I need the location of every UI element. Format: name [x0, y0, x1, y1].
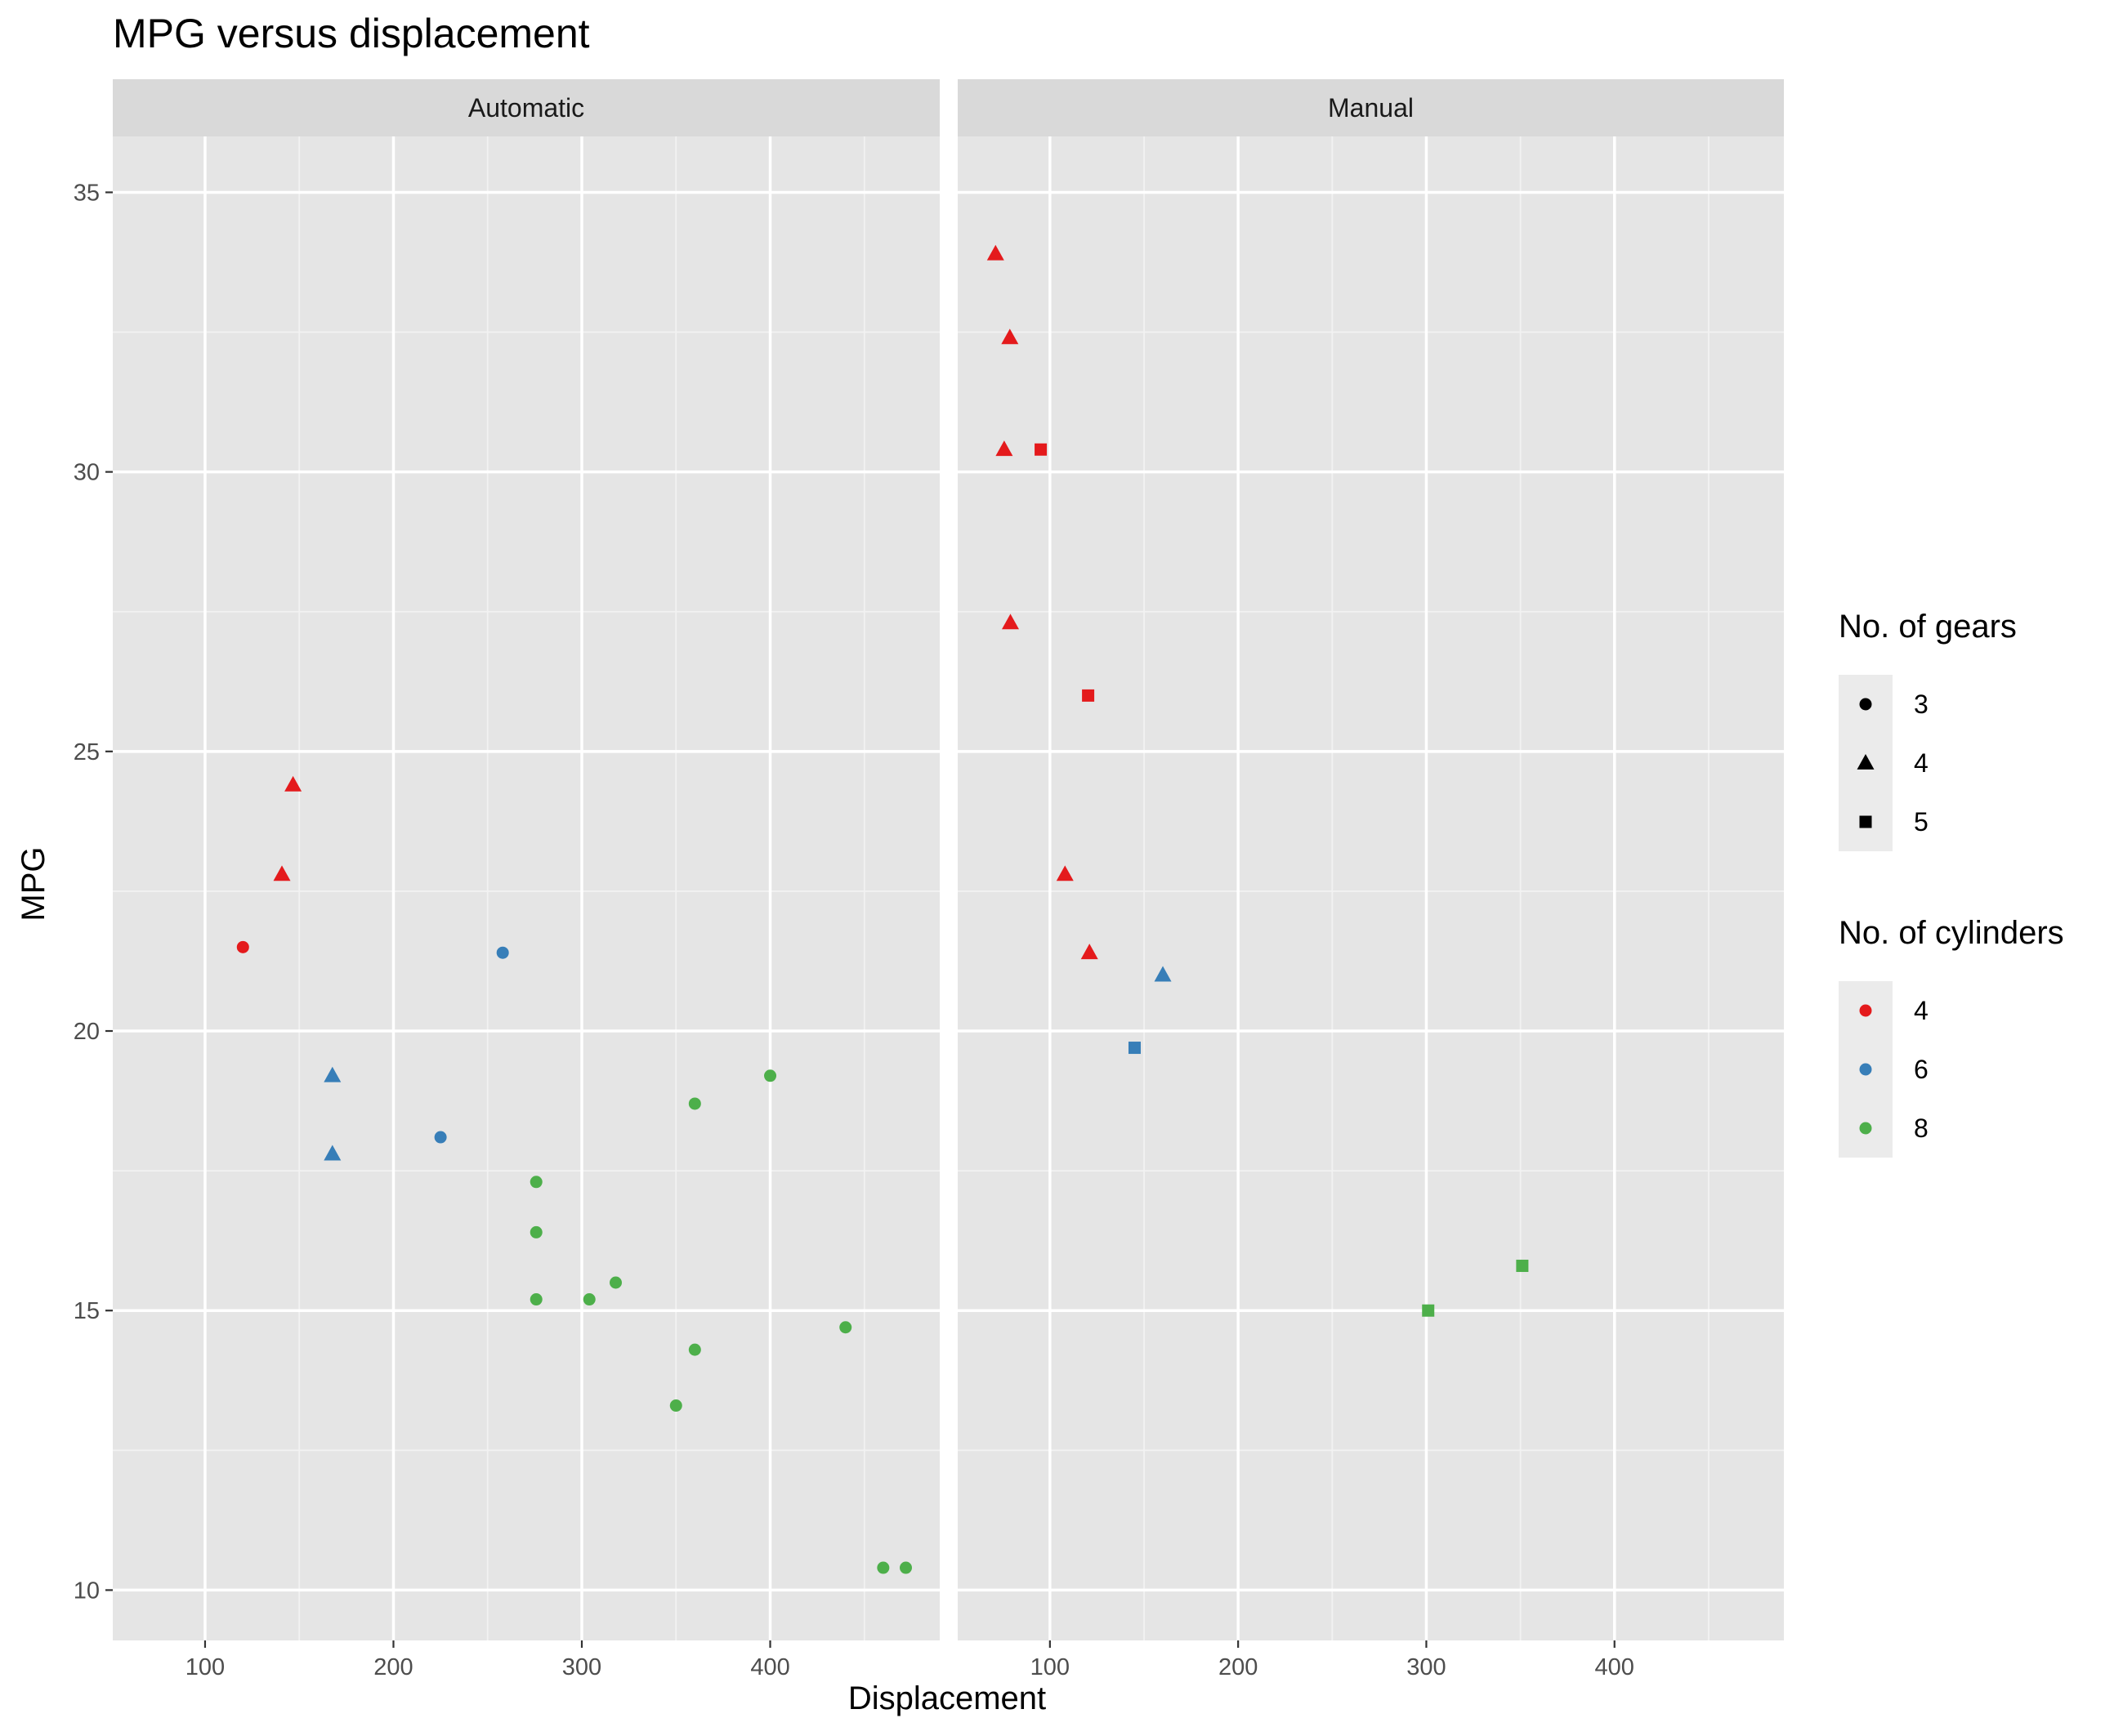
y-tick-label: 25 [74, 739, 100, 765]
data-point [609, 1276, 622, 1289]
y-axis-title: MPG [16, 846, 51, 921]
facet-strip [958, 79, 1784, 136]
data-point [1128, 1042, 1141, 1055]
data-point [1001, 328, 1019, 345]
legend-label: 4 [1914, 996, 1929, 1025]
panel-background [113, 136, 940, 1640]
data-point [839, 1321, 852, 1334]
data-point [1035, 443, 1048, 456]
legend-title: No. of gears [1839, 609, 2017, 645]
x-tick-label: 400 [1595, 1654, 1634, 1680]
x-tick-label: 400 [750, 1654, 789, 1680]
x-axis-title: Displacement [848, 1680, 1046, 1716]
legend-cylinders: No. of cylinders 4 6 8 [1839, 915, 2064, 1158]
data-point [764, 1069, 777, 1082]
facet-panels: Automatic Manual [113, 79, 1784, 1640]
data-point [1056, 865, 1074, 881]
panel-background [958, 136, 1784, 1640]
x-tick-label: 200 [1218, 1654, 1258, 1680]
x-tick-label: 300 [1406, 1654, 1446, 1680]
legend-key-symbol [1859, 1063, 1872, 1076]
legend-label: 8 [1914, 1113, 1929, 1143]
legend-key-symbol [1859, 698, 1872, 711]
x-tick-label: 100 [185, 1654, 225, 1680]
data-point [1082, 689, 1095, 702]
data-point [688, 1343, 701, 1356]
legend-title: No. of cylinders [1839, 915, 2064, 951]
y-tick-label: 10 [74, 1578, 100, 1604]
data-point [1516, 1259, 1529, 1272]
data-point [324, 1145, 342, 1161]
legends: No. of gears 3 4 5 No. of cylinders 4 6 8 [1839, 609, 2064, 1158]
data-point [284, 775, 302, 792]
y-tick-label: 15 [74, 1298, 100, 1324]
data-point [1001, 614, 1019, 630]
legend-key-symbol [1857, 753, 1875, 770]
legend-gears: No. of gears 3 4 5 [1839, 609, 2017, 851]
data-point [688, 1097, 701, 1110]
legend-label: 4 [1914, 748, 1929, 778]
facet-strip-label: Automatic [468, 93, 584, 123]
data-point [434, 1131, 447, 1144]
legend-key-symbol [1859, 1004, 1872, 1017]
legend-key-symbol [1859, 815, 1872, 828]
x-tick-label: 300 [562, 1654, 601, 1680]
data-point [236, 940, 249, 953]
x-tick-label: 200 [373, 1654, 413, 1680]
data-points [986, 244, 1529, 1317]
data-point [273, 865, 291, 881]
data-point [986, 244, 1004, 261]
legend-key-symbol [1859, 1122, 1872, 1135]
legend-label: 6 [1914, 1055, 1929, 1084]
facet-strip [113, 79, 940, 136]
legend-label: 5 [1914, 807, 1929, 837]
data-point [900, 1561, 913, 1574]
y-tick-label: 30 [74, 460, 100, 486]
data-point [530, 1176, 543, 1189]
data-point [530, 1225, 543, 1238]
panel-automatic: Automatic [113, 79, 940, 1640]
y-tick-label: 20 [74, 1019, 100, 1045]
data-point [530, 1293, 543, 1306]
data-point [877, 1561, 890, 1574]
data-points [236, 775, 913, 1574]
data-point [1154, 966, 1172, 982]
data-point [324, 1066, 342, 1082]
chart-title: MPG versus displacement [113, 11, 590, 56]
data-point [583, 1293, 596, 1306]
facet-strip-label: Manual [1328, 93, 1414, 123]
panel-manual: Manual [958, 79, 1784, 1640]
data-point [1422, 1304, 1435, 1317]
legend-label: 3 [1914, 689, 1929, 719]
data-point [1080, 944, 1098, 960]
data-point [669, 1399, 682, 1412]
x-axis: 100 200 300 400 100 200 300 400 [185, 1640, 1634, 1680]
data-point [496, 946, 509, 959]
x-tick-label: 100 [1030, 1654, 1070, 1680]
y-tick-label: 35 [74, 180, 100, 206]
data-point [995, 440, 1013, 457]
y-axis: 10 15 20 25 30 35 [74, 180, 113, 1604]
